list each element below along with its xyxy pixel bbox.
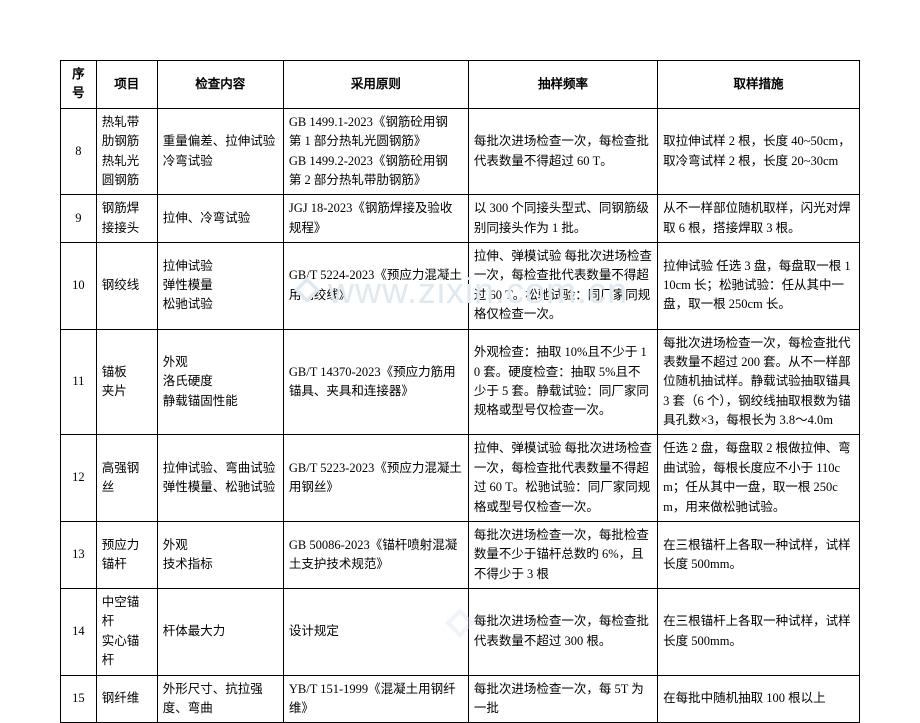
table-header-row: 序号 项目 检查内容 采用原则 抽样频率 取样措施	[61, 61, 860, 109]
table-row: 10钢绞线拉伸试验弹性模量松驰试验GB/T 5224-2023《预应力混凝土用钢…	[61, 243, 860, 330]
cell-freq: 以 300 个同接头型式、同钢筋级别同接头作为 1 批。	[468, 195, 657, 243]
cell-seq: 9	[61, 195, 97, 243]
cell-seq: 15	[61, 675, 97, 723]
cell-measure: 在每批中随机抽取 100 根以上	[658, 675, 860, 723]
cell-item: 中空锚杆实心锚杆	[96, 589, 157, 676]
cell-check: 拉伸试验、弯曲试验弹性模量、松驰试验	[157, 435, 283, 522]
cell-item: 钢纤维	[96, 675, 157, 723]
cell-check: 外观技术指标	[157, 521, 283, 588]
col-freq: 抽样频率	[468, 61, 657, 109]
cell-item: 钢绞线	[96, 243, 157, 330]
cell-seq: 14	[61, 589, 97, 676]
cell-item: 锚板夹片	[96, 329, 157, 435]
cell-freq: 每批次进场检查一次，每检查批代表数量不得超过 60 T。	[468, 108, 657, 195]
cell-item: 钢筋焊接接头	[96, 195, 157, 243]
cell-freq: 每批次进场检查一次，每批检查数量不少于锚杆总数旳 6%，且不得少于 3 根	[468, 521, 657, 588]
col-item: 项目	[96, 61, 157, 109]
cell-check: 拉伸、冷弯试验	[157, 195, 283, 243]
cell-item: 预应力锚杆	[96, 521, 157, 588]
table-row: 8热轧带肋钢筋热轧光圆钢筋重量偏差、拉伸试验冷弯试验GB 1499.1-2023…	[61, 108, 860, 195]
cell-seq: 8	[61, 108, 97, 195]
col-measure: 取样措施	[658, 61, 860, 109]
cell-principle: GB/T 5224-2023《预应力混凝土用钢绞线》	[283, 243, 468, 330]
cell-principle: GB/T 14370-2023《预应力筋用锚具、夹具和连接器》	[283, 329, 468, 435]
cell-seq: 10	[61, 243, 97, 330]
cell-principle: GB 1499.1-2023《钢筋砼用钢 第 1 部分热轧光圆钢筋》GB 149…	[283, 108, 468, 195]
cell-principle: JGJ 18-2023《钢筋焊接及验收规程》	[283, 195, 468, 243]
table-row: 14中空锚杆实心锚杆杆体最大力设计规定每批次进场检查一次，每检查批代表数量不超过…	[61, 589, 860, 676]
cell-principle: GB 50086-2023《锚杆喷射混凝土支护技术规范》	[283, 521, 468, 588]
cell-measure: 拉伸试验 任选 3 盘，每盘取一根 110cm 长；松驰试验：任从其中一盘，取一…	[658, 243, 860, 330]
cell-check: 外形尺寸、抗拉强度、弯曲	[157, 675, 283, 723]
cell-principle: 设计规定	[283, 589, 468, 676]
cell-freq: 外观检查：抽取 10%且不少于 10 套。硬度检查：抽取 5%且不少于 5 套。…	[468, 329, 657, 435]
table-row: 11锚板夹片外观洛氏硬度静载锚固性能GB/T 14370-2023《预应力筋用锚…	[61, 329, 860, 435]
cell-check: 拉伸试验弹性模量松驰试验	[157, 243, 283, 330]
col-check: 检查内容	[157, 61, 283, 109]
cell-principle: YB/T 151-1999《混凝土用钢纤维》	[283, 675, 468, 723]
cell-freq: 每批次进场检查一次，每 5T 为一批	[468, 675, 657, 723]
cell-seq: 11	[61, 329, 97, 435]
cell-freq: 拉伸、弹模试验 每批次进场检查一次，每检查批代表数量不得超过 60 T。松驰试验…	[468, 243, 657, 330]
document-page: www.zixin.com.cn 序号 项目 检查内容 采用原则 抽样频率 取样…	[0, 0, 920, 651]
table-row: 12高强钢丝拉伸试验、弯曲试验弹性模量、松驰试验GB/T 5223-2023《预…	[61, 435, 860, 522]
cell-principle: GB/T 5223-2023《预应力混凝土用钢丝》	[283, 435, 468, 522]
cell-item: 热轧带肋钢筋热轧光圆钢筋	[96, 108, 157, 195]
inspection-table: 序号 项目 检查内容 采用原则 抽样频率 取样措施 8热轧带肋钢筋热轧光圆钢筋重…	[60, 60, 860, 723]
cell-measure: 每批次进场检查一次，每检查批代表数量不超过 200 套。从不一样部位随机抽试样。…	[658, 329, 860, 435]
cell-measure: 从不一样部位随机取样，闪光对焊取 6 根，搭接焊取 3 根。	[658, 195, 860, 243]
cell-check: 重量偏差、拉伸试验冷弯试验	[157, 108, 283, 195]
table-body: 8热轧带肋钢筋热轧光圆钢筋重量偏差、拉伸试验冷弯试验GB 1499.1-2023…	[61, 108, 860, 723]
col-seq: 序号	[61, 61, 97, 109]
cell-check: 外观洛氏硬度静载锚固性能	[157, 329, 283, 435]
cell-seq: 12	[61, 435, 97, 522]
cell-check: 杆体最大力	[157, 589, 283, 676]
cell-measure: 任选 2 盘，每盘取 2 根做拉伸、弯曲试验，每根长度应不小于 110cm；任从…	[658, 435, 860, 522]
cell-measure: 在三根锚杆上各取一种试样，试样长度 500mm。	[658, 589, 860, 676]
col-principle: 采用原则	[283, 61, 468, 109]
cell-item: 高强钢丝	[96, 435, 157, 522]
table-row: 9钢筋焊接接头拉伸、冷弯试验JGJ 18-2023《钢筋焊接及验收规程》以 30…	[61, 195, 860, 243]
cell-seq: 13	[61, 521, 97, 588]
table-row: 15钢纤维外形尺寸、抗拉强度、弯曲YB/T 151-1999《混凝土用钢纤维》每…	[61, 675, 860, 723]
cell-freq: 每批次进场检查一次，每检查批代表数量不超过 300 根。	[468, 589, 657, 676]
cell-measure: 取拉伸试样 2 根，长度 40~50cm，取冷弯试样 2 根，长度 20~30c…	[658, 108, 860, 195]
cell-freq: 拉伸、弹模试验 每批次进场检查一次，每检查批代表数量不得超过 60 T。松驰试验…	[468, 435, 657, 522]
cell-measure: 在三根锚杆上各取一种试样，试样长度 500mm。	[658, 521, 860, 588]
table-row: 13预应力锚杆外观技术指标GB 50086-2023《锚杆喷射混凝土支护技术规范…	[61, 521, 860, 588]
